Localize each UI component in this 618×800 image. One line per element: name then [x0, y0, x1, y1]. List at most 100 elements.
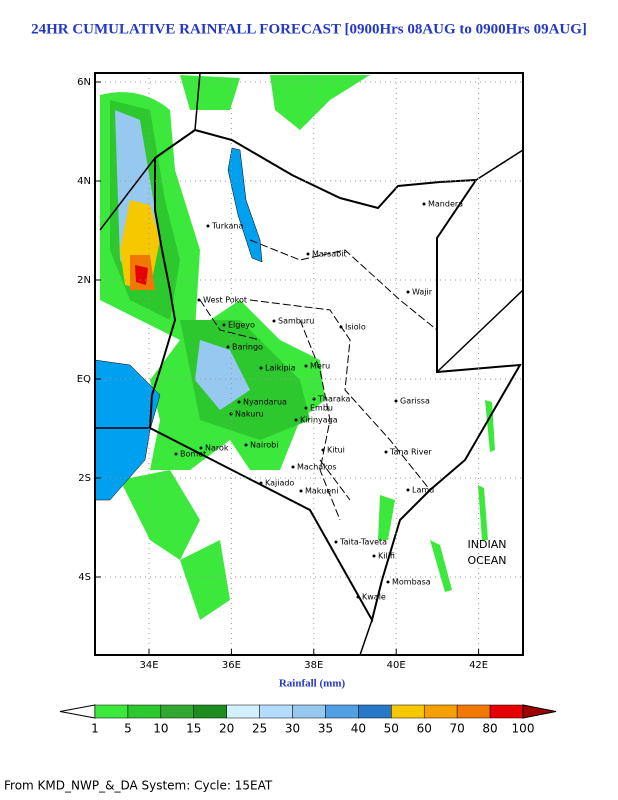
colorbar-label: 50	[384, 722, 399, 736]
colorbar-box	[94, 704, 129, 719]
colorbar-label: 20	[219, 722, 234, 736]
place-marker	[259, 481, 263, 485]
lon-tick-label: 38E	[304, 660, 323, 671]
place-label: Nairobi	[250, 441, 278, 450]
place-marker	[304, 406, 308, 410]
lon-tick-label: 40E	[387, 660, 406, 671]
place-label: Embu	[310, 404, 333, 413]
colorbar-label: 15	[186, 722, 201, 736]
lon-tick-label: 36E	[222, 660, 241, 671]
place-label: Tana River	[389, 448, 432, 457]
lat-tick-label: 2S	[78, 473, 91, 484]
colorbar-label: 70	[450, 722, 465, 736]
country-border	[148, 128, 522, 623]
lake-turkana	[227, 147, 263, 263]
place-marker	[306, 252, 310, 256]
colorbar-box	[160, 704, 195, 719]
place-marker	[226, 345, 230, 349]
place-label: Isiolo	[345, 323, 366, 332]
colorbar-label: 40	[351, 722, 366, 736]
colorbar-label: 10	[153, 722, 168, 736]
colorbar-box	[259, 704, 293, 719]
title: 24HR CUMULATIVE RAINFALL FORECAST [0900H…	[31, 21, 587, 37]
colorbar-label: 35	[318, 722, 333, 736]
place-marker	[222, 323, 226, 327]
colorbar-title: Rainfall (mm)	[279, 678, 346, 690]
colorbar-label: 5	[124, 722, 132, 736]
lon-tick-label: 42E	[469, 660, 488, 671]
colorbar-label: 100	[512, 722, 535, 736]
place-label: Turkana	[211, 222, 243, 231]
place-label: Taita-Taveta	[339, 538, 387, 547]
colorbar-box	[456, 704, 491, 719]
colorbar-label: 1	[91, 722, 99, 736]
ocean-label: INDIAN	[468, 538, 507, 551]
place-marker	[199, 446, 203, 450]
colorbar-box	[193, 704, 227, 719]
place-marker	[422, 202, 426, 206]
place-label: Kajiado	[265, 479, 294, 488]
map-frame	[94, 72, 524, 656]
place-label: Kitui	[327, 446, 345, 455]
colorbar-arrow	[59, 704, 96, 719]
place-marker	[372, 554, 376, 558]
colorbar-box	[423, 704, 458, 719]
place-label: West Pokot	[203, 296, 247, 305]
place-label: Samburu	[278, 317, 314, 326]
place-marker	[386, 580, 390, 584]
neighbor-borders	[95, 72, 524, 656]
footer: From KMD_NWP_&_DA System: Cycle: 15EAT	[4, 779, 273, 793]
place-marker	[299, 489, 303, 493]
colorbar-box	[127, 704, 162, 719]
colorbar-label: 80	[482, 722, 497, 736]
lat-tick-label: 2N	[77, 275, 91, 286]
lat-tick-label: 4S	[78, 572, 91, 583]
place-label: Marsabit	[312, 250, 347, 259]
map: Mandera Turkana Marsabit Wajir Isiolo Samburu…	[77, 72, 524, 671]
colorbar: 1 5 10 15 20 25 30 35 40 50 60 70 80 100	[59, 704, 557, 736]
lat-tick-label: EQ	[77, 374, 91, 385]
place-label: Mandera	[428, 200, 463, 209]
lat-tick-label: 4N	[77, 176, 91, 187]
place-marker	[294, 418, 298, 422]
ocean-label: OCEAN	[467, 554, 506, 567]
place-label: Machakos	[297, 463, 337, 472]
place-marker	[334, 540, 338, 544]
colorbar-box	[292, 704, 326, 719]
place-label: Kirinyaga	[300, 416, 338, 425]
place-label: Tharaka	[317, 395, 351, 404]
place-marker	[394, 399, 398, 403]
place-label: Garissa	[400, 397, 430, 406]
colorbar-arrow	[522, 704, 557, 719]
place-marker	[356, 595, 360, 599]
place-marker	[339, 325, 343, 329]
place-marker	[321, 448, 325, 452]
colorbar-label: 60	[417, 722, 432, 736]
colorbar-label: 25	[252, 722, 267, 736]
place-label: Mombasa	[392, 578, 431, 587]
place-marker	[206, 224, 210, 228]
place-marker	[259, 366, 263, 370]
place-marker	[406, 488, 410, 492]
lat-tick-label: 6N	[77, 77, 91, 88]
place-label: Kilifi	[378, 552, 395, 561]
place-label: Lamu	[412, 486, 434, 495]
place-label: Nyandarua	[243, 398, 287, 407]
place-label: Wajir	[412, 288, 433, 297]
place-label: Meru	[310, 362, 330, 371]
place-marker	[304, 364, 308, 368]
colorbar-box	[358, 704, 392, 719]
colorbar-box	[391, 704, 425, 719]
place-marker	[244, 443, 248, 447]
place-marker	[237, 400, 241, 404]
place-label: Laikipia	[265, 364, 296, 373]
place-label: Bomet	[180, 450, 206, 459]
place-label: Narok	[205, 444, 229, 453]
colorbar-box	[325, 704, 359, 719]
place-marker	[174, 452, 178, 456]
county-borders	[199, 239, 438, 521]
place-marker	[291, 465, 295, 469]
lake-victoria	[94, 359, 161, 501]
place-label: Makueni	[305, 487, 338, 496]
